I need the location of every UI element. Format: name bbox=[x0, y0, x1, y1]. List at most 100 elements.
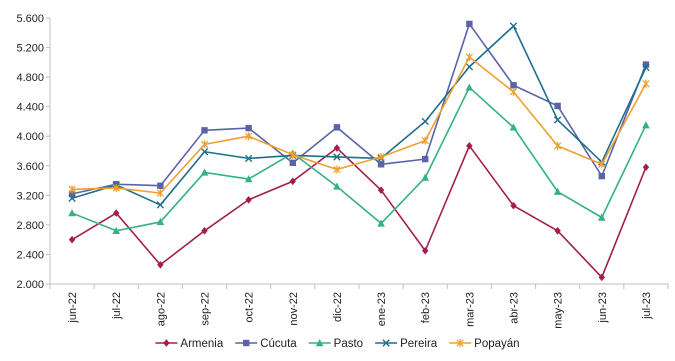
x-tick-label: mar-23 bbox=[464, 292, 476, 327]
x-tick-label: sep-22 bbox=[200, 292, 212, 326]
series-cucuta bbox=[68, 20, 650, 198]
data-point bbox=[156, 201, 165, 209]
data-point bbox=[421, 117, 429, 126]
data-point bbox=[510, 82, 517, 89]
data-point bbox=[245, 195, 252, 204]
x-tick-label: ago-22 bbox=[155, 292, 167, 326]
data-point bbox=[422, 246, 429, 255]
series-pasto bbox=[68, 83, 650, 234]
legend-label: Pereira bbox=[400, 338, 438, 350]
data-point bbox=[377, 161, 385, 168]
data-point bbox=[163, 339, 170, 347]
data-point bbox=[377, 152, 385, 161]
data-point bbox=[201, 127, 208, 134]
data-point bbox=[68, 190, 76, 198]
data-point bbox=[289, 159, 296, 167]
series-group bbox=[68, 20, 650, 282]
data-point bbox=[245, 124, 252, 132]
x-tick-label: abr-23 bbox=[509, 292, 521, 324]
data-point bbox=[68, 194, 76, 202]
data-point bbox=[421, 173, 430, 181]
data-point bbox=[465, 53, 474, 62]
legend-label: Popayán bbox=[474, 338, 519, 350]
data-point bbox=[333, 165, 341, 174]
series-line-armenia bbox=[71, 145, 647, 279]
x-tick-label: ene-23 bbox=[376, 292, 388, 326]
legend-item-cucuta: Cúcuta bbox=[235, 338, 297, 350]
legend-label: Pasto bbox=[334, 338, 363, 350]
data-point bbox=[333, 144, 341, 152]
x-tick-label: jul-23 bbox=[641, 292, 653, 320]
data-point bbox=[157, 182, 164, 189]
y-tick-label: 2.400 bbox=[16, 249, 44, 261]
data-point bbox=[598, 273, 605, 282]
data-point bbox=[244, 132, 253, 141]
legend-item-pasto: Pasto bbox=[308, 338, 363, 350]
y-tick-label: 5.200 bbox=[16, 43, 44, 55]
data-point bbox=[642, 61, 650, 68]
data-point bbox=[200, 168, 209, 176]
y-tick-label: 4.000 bbox=[16, 131, 44, 143]
data-point bbox=[333, 124, 341, 131]
data-point bbox=[421, 136, 429, 145]
y-tick-label: 4.400 bbox=[16, 102, 44, 114]
series-line-pereira bbox=[71, 25, 647, 206]
data-point bbox=[642, 163, 650, 172]
series-line-popayan bbox=[72, 56, 647, 194]
legend-item-pereira: Pereira bbox=[375, 338, 438, 350]
data-point bbox=[244, 175, 253, 183]
data-point bbox=[553, 141, 562, 150]
data-point bbox=[510, 201, 517, 210]
data-point bbox=[333, 182, 341, 190]
data-point bbox=[377, 219, 385, 227]
data-point bbox=[642, 79, 650, 88]
data-point bbox=[465, 63, 474, 71]
data-point bbox=[553, 116, 562, 124]
data-point bbox=[200, 140, 209, 149]
data-point bbox=[465, 83, 474, 91]
data-point bbox=[112, 183, 120, 192]
data-point bbox=[598, 172, 605, 180]
legend-label: Cúcuta bbox=[260, 338, 297, 350]
data-point bbox=[333, 153, 341, 161]
x-tick-label: jun-22 bbox=[67, 292, 79, 324]
data-point bbox=[466, 20, 473, 28]
y-tick-label: 4.800 bbox=[16, 72, 44, 84]
x-tick-label: may-23 bbox=[553, 292, 565, 329]
data-point bbox=[68, 235, 76, 244]
data-point bbox=[112, 226, 121, 234]
data-point bbox=[509, 22, 518, 30]
x-tick-label: dic-22 bbox=[332, 292, 344, 322]
x-tick-label: feb-23 bbox=[420, 292, 432, 323]
legend-item-popayan: Popayán bbox=[449, 338, 520, 350]
x-tick-label: oct-22 bbox=[244, 292, 256, 323]
series-line-pasto bbox=[71, 86, 647, 232]
data-point bbox=[553, 187, 562, 195]
legend: Armenia Cúcuta Pasto Pereira Popayán bbox=[155, 338, 520, 350]
y-tick-label: 2.800 bbox=[16, 220, 44, 232]
data-point bbox=[642, 121, 650, 129]
data-point bbox=[597, 213, 606, 221]
axes: 2.000 2.400 2.800 3.200 3.600 4.000 4.400 4.800… bbox=[16, 13, 669, 329]
data-point bbox=[113, 209, 120, 217]
series-armenia bbox=[68, 142, 650, 282]
data-point bbox=[156, 217, 165, 226]
y-tick-label: 2.000 bbox=[16, 279, 44, 291]
data-point bbox=[243, 339, 250, 347]
data-point bbox=[509, 123, 518, 131]
data-point bbox=[554, 227, 561, 235]
data-point bbox=[156, 189, 165, 198]
data-point bbox=[289, 150, 297, 159]
data-point bbox=[68, 185, 76, 194]
data-point bbox=[466, 142, 473, 150]
x-tick-label: nov-22 bbox=[288, 292, 300, 326]
data-point bbox=[422, 155, 429, 163]
series-popayan bbox=[68, 53, 650, 198]
y-tick-label: 5.600 bbox=[16, 13, 44, 25]
y-tick-label: 3.200 bbox=[16, 190, 44, 202]
data-point bbox=[554, 102, 561, 110]
legend-label: Armenia bbox=[180, 338, 223, 350]
legend-item-armenia: Armenia bbox=[155, 338, 224, 350]
